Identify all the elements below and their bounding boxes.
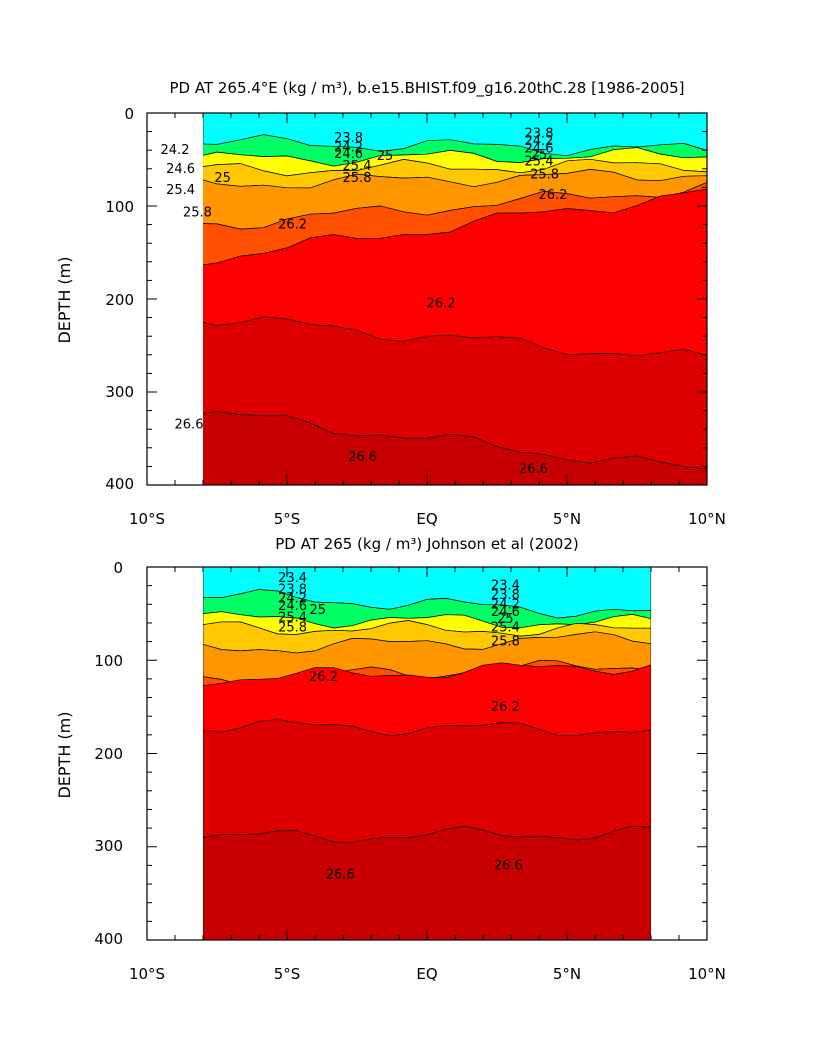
x-tick-label: 10°S: [129, 510, 165, 528]
shading-layer: [203, 567, 651, 940]
x-tick-label: 10°S: [129, 965, 165, 983]
y-tick-label: 200: [94, 745, 123, 763]
contour-label: 25.8: [491, 635, 520, 650]
contour-label: 23.8: [334, 131, 363, 146]
contour-label: 26.2: [309, 670, 338, 685]
contour-label: 25.4: [343, 159, 372, 174]
contour-label: 25.4: [491, 621, 520, 636]
shading-layer: [203, 113, 707, 485]
contour-label: 24.6: [525, 141, 554, 156]
contour-label: 24.6: [491, 605, 520, 620]
contour-label: 26.2: [278, 218, 307, 233]
model-section-panel: PD AT 265.4°E (kg / m³), b.e15.BHIST.f09…: [55, 79, 726, 528]
contour-label: 26.2: [491, 700, 520, 715]
y-axis-label: DEPTH (m): [55, 256, 74, 343]
contour-label: 25.8: [278, 621, 307, 636]
y-tick-label: 400: [105, 475, 134, 493]
y-tick-label: 300: [105, 383, 134, 401]
y-tick-label: 0: [124, 105, 134, 123]
y-axis-label: DEPTH (m): [55, 711, 74, 798]
contour-label: 24.6: [278, 599, 307, 614]
contour-label: 26.6: [348, 450, 377, 465]
contour-label: 25.8: [343, 171, 372, 186]
contour-label: 25: [214, 171, 231, 186]
x-tick-label: 10°N: [688, 965, 726, 983]
x-tick-label: 5°S: [274, 965, 301, 983]
contour-label: 23.4: [491, 579, 520, 594]
panel-title: PD AT 265.4°E (kg / m³), b.e15.BHIST.f09…: [169, 79, 684, 98]
x-tick-label: EQ: [416, 510, 437, 528]
contour-label: 24.2: [161, 143, 190, 158]
contour-label: 26.6: [326, 868, 355, 883]
contour-label: 25: [377, 149, 394, 164]
contour-label: 25: [497, 612, 514, 627]
contour-label: 25: [531, 148, 548, 163]
contour-label: 24.2: [491, 597, 520, 612]
x-tick-label: 5°S: [274, 510, 301, 528]
contour-label: 26.6: [494, 858, 523, 873]
contour-label: 25.8: [183, 206, 212, 221]
contour-label: 23.8: [491, 588, 520, 603]
y-tick-label: 100: [94, 652, 123, 670]
density-band: [203, 411, 707, 485]
y-tick-label: 200: [105, 291, 134, 309]
contour-label: 25.4: [525, 154, 554, 169]
plot-area: 23.423.824.224.6 2525.425.826.223.423.824…: [146, 566, 708, 941]
contour-label: 26.6: [519, 462, 548, 477]
contour-label: 24.6: [166, 162, 195, 177]
x-tick-label: 5°N: [553, 510, 581, 528]
y-tick-label: 300: [94, 837, 123, 855]
contour-label: 24.2: [278, 592, 307, 607]
density-band: [203, 825, 651, 940]
contour-label: 26.2: [427, 297, 456, 312]
y-tick-label: 400: [94, 930, 123, 948]
contour-label: 25.4: [166, 183, 195, 198]
y-tick-label: 100: [105, 198, 134, 216]
y-tick-label: 0: [113, 559, 123, 577]
contour-label: 23.8: [278, 582, 307, 597]
contour-label: 26.2: [539, 188, 568, 203]
contour-label: 25.8: [530, 167, 559, 182]
observation-section-panel: PD AT 265 (kg / m³) Johnson et al (2002)…: [55, 535, 726, 983]
x-tick-label: 5°N: [553, 965, 581, 983]
contour-label: 23.4: [278, 571, 307, 586]
x-tick-label: 10°N: [688, 510, 726, 528]
x-tick-label: EQ: [416, 965, 437, 983]
panel-title: PD AT 265 (kg / m³) Johnson et al (2002): [275, 535, 578, 553]
contour-label: 24.6: [334, 147, 363, 162]
contour-label: 24.2: [525, 134, 554, 149]
contour-label: 26.6: [175, 418, 204, 433]
contour-label: 25.4: [278, 610, 307, 625]
contour-label: 23.8: [525, 126, 554, 141]
contour-label: 24.2: [334, 140, 363, 155]
contour-label: 25: [310, 603, 327, 618]
